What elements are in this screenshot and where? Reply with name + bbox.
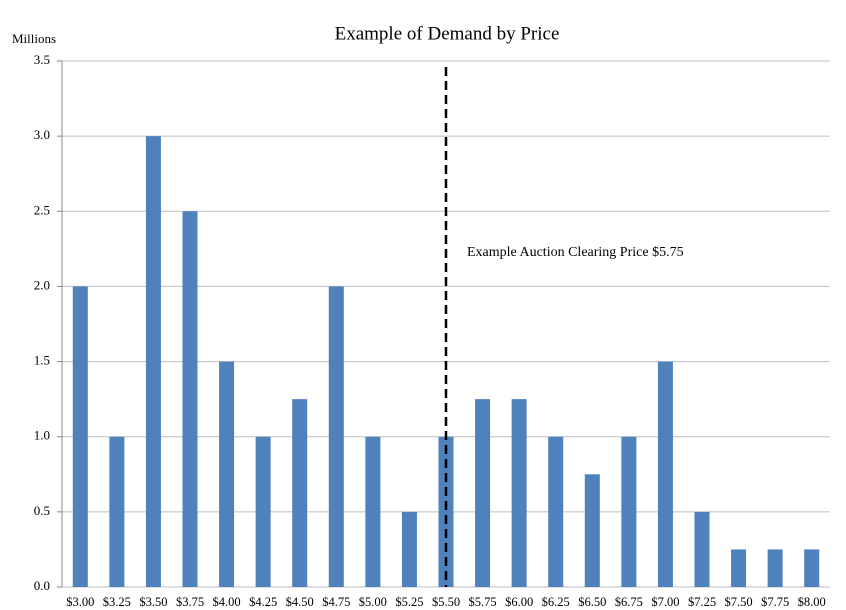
x-tick-label: $6.00	[505, 595, 533, 609]
bar	[438, 436, 454, 587]
y-tick-label: 1.0	[34, 428, 50, 443]
x-tick-label: $6.75	[615, 595, 643, 609]
y-tick-label: 0.5	[34, 503, 50, 518]
bar	[584, 474, 600, 587]
bar	[767, 549, 783, 587]
x-tick-label: $8.00	[798, 595, 826, 609]
bar	[182, 211, 198, 588]
y-tick-label: 0.0	[34, 578, 50, 593]
x-tick-label: $4.50	[286, 595, 314, 609]
bar	[657, 361, 673, 587]
bar	[804, 549, 820, 587]
y-tick-label: 3.0	[34, 127, 50, 142]
y-tick-label: 2.0	[34, 277, 50, 292]
bar	[548, 436, 564, 587]
x-tick-label: $5.50	[432, 595, 460, 609]
bar	[145, 136, 161, 587]
x-tick-label: $6.50	[578, 595, 606, 609]
chart-title: Example of Demand by Price	[335, 23, 560, 44]
x-tick-label: $7.50	[725, 595, 753, 609]
x-tick-label: $7.75	[761, 595, 789, 609]
bar	[255, 436, 271, 587]
annotation: Example Auction Clearing Price $5.75	[467, 245, 684, 260]
x-tick-label: $5.75	[469, 595, 497, 609]
bar	[475, 399, 491, 587]
bar	[219, 361, 235, 587]
x-tick-label: $3.75	[176, 595, 204, 609]
x-tick-label: $4.25	[249, 595, 277, 609]
bar	[109, 436, 125, 587]
x-tick-label: $3.00	[66, 595, 94, 609]
x-tick-label: $7.00	[651, 595, 679, 609]
x-tick-label: $4.75	[322, 595, 350, 609]
bar	[292, 399, 308, 587]
bar	[694, 511, 710, 587]
x-tick-label: $6.25	[542, 595, 570, 609]
x-tick-label: $5.00	[359, 595, 387, 609]
x-tick-label: $4.00	[213, 595, 241, 609]
bar	[731, 549, 747, 587]
bar	[365, 436, 381, 587]
bar	[328, 286, 344, 587]
x-tick-label: $3.25	[103, 595, 131, 609]
bar	[72, 286, 88, 587]
y-tick-label: 1.5	[34, 353, 50, 368]
bar	[401, 511, 417, 587]
bar	[511, 399, 527, 587]
bar	[621, 436, 637, 587]
x-tick-label: $3.50	[139, 595, 167, 609]
y-tick-label: 2.5	[34, 202, 50, 217]
y-unit-label: Millions	[12, 31, 56, 46]
y-tick-label: 3.5	[34, 52, 50, 67]
x-tick-label: $5.25	[395, 595, 423, 609]
x-tick-label: $7.25	[688, 595, 716, 609]
